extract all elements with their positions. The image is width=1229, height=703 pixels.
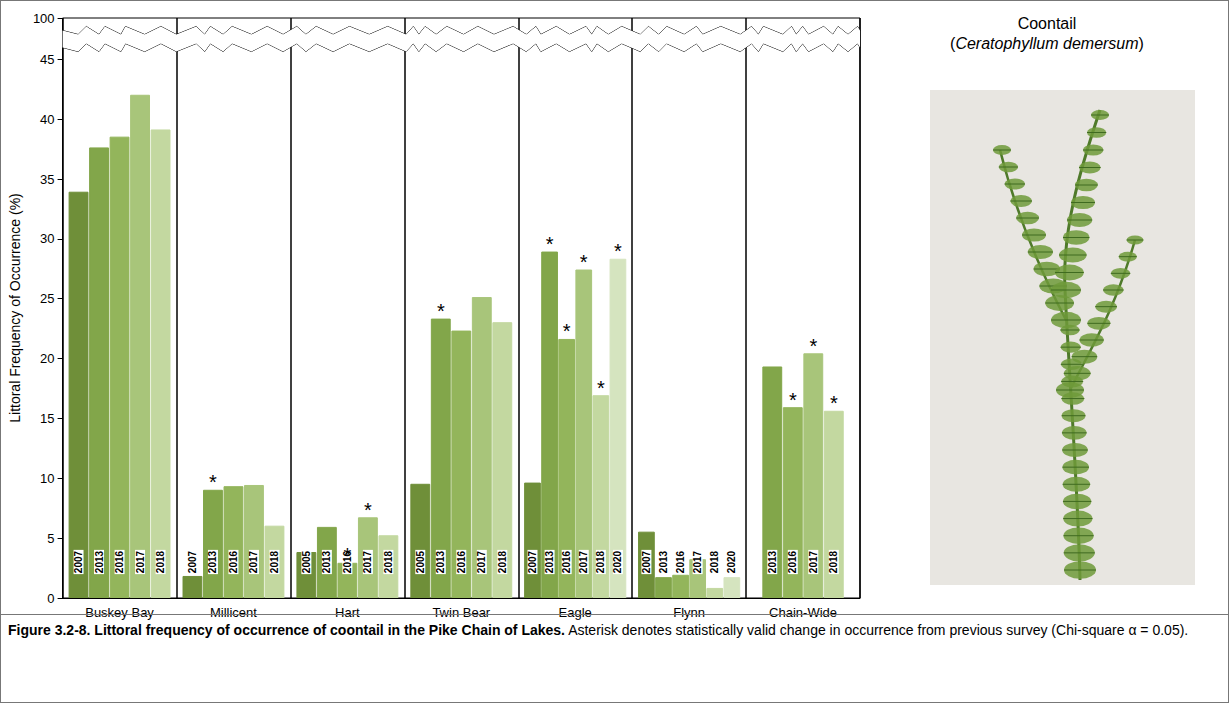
svg-text:*: * [789, 389, 797, 411]
svg-text:2013: 2013 [767, 550, 778, 573]
svg-text:30: 30 [40, 231, 54, 246]
svg-text:25: 25 [40, 291, 54, 306]
svg-text:2013: 2013 [658, 550, 669, 573]
svg-text:100: 100 [33, 11, 55, 26]
svg-text:2016: 2016 [561, 550, 572, 573]
svg-text:*: * [830, 392, 838, 414]
svg-text:Hart: Hart [335, 605, 360, 620]
svg-text:2020: 2020 [612, 550, 623, 573]
html-text:Coontail: Coontail [1017, 15, 1077, 32]
svg-text:*: * [364, 499, 372, 521]
svg-text:Millicent: Millicent [210, 605, 257, 620]
svg-text:2017: 2017 [578, 550, 589, 573]
svg-text:2017: 2017 [362, 550, 373, 573]
svg-text:0: 0 [47, 591, 54, 606]
svg-text:Littoral Frequency of Occurren: Littoral Frequency of Occurrence (%) [7, 193, 23, 423]
svg-text:2016: 2016 [675, 550, 686, 573]
svg-text:*: * [437, 300, 445, 322]
svg-text:2020: 2020 [726, 550, 737, 573]
svg-text:2016: 2016 [114, 550, 125, 573]
svg-text:2016: 2016 [456, 550, 467, 573]
svg-text:35: 35 [40, 172, 54, 187]
svg-text:Eagle: Eagle [559, 605, 592, 620]
html-text:(Ceratophyllum demersum): (Ceratophyllum demersum) [950, 35, 1144, 52]
svg-text:2017: 2017 [135, 550, 146, 573]
svg-text:45: 45 [40, 52, 54, 67]
svg-text:2013: 2013 [207, 550, 218, 573]
svg-text:*: * [343, 544, 351, 566]
svg-text:5: 5 [47, 531, 54, 546]
svg-text:2018: 2018 [497, 550, 508, 573]
svg-text:15: 15 [40, 411, 54, 426]
svg-text:20: 20 [40, 351, 54, 366]
svg-text:2017: 2017 [808, 550, 819, 573]
svg-text:2013: 2013 [321, 550, 332, 573]
svg-text:2016: 2016 [228, 550, 239, 573]
svg-text:Flynn: Flynn [673, 605, 705, 620]
svg-text:2005: 2005 [415, 550, 426, 573]
svg-text:10: 10 [40, 471, 54, 486]
svg-text:2013: 2013 [94, 550, 105, 573]
svg-text:2018: 2018 [155, 550, 166, 573]
svg-text:Buskey Bay: Buskey Bay [85, 605, 154, 620]
svg-text:2016: 2016 [787, 550, 798, 573]
svg-text:2007: 2007 [641, 550, 652, 573]
svg-text:*: * [614, 240, 622, 262]
svg-text:2018: 2018 [828, 550, 839, 573]
html-text:Figure 3.2-8. Littoral frequen: Figure 3.2-8. Littoral frequency of occu… [8, 622, 1189, 638]
svg-text:2017: 2017 [248, 550, 259, 573]
svg-text:*: * [563, 320, 571, 342]
svg-text:2013: 2013 [435, 550, 446, 573]
svg-text:*: * [580, 251, 588, 273]
svg-text:*: * [597, 377, 605, 399]
svg-text:2017: 2017 [692, 550, 703, 573]
svg-text:2017: 2017 [476, 550, 487, 573]
svg-text:2007: 2007 [527, 550, 538, 573]
svg-text:*: * [546, 233, 554, 255]
svg-text:*: * [809, 335, 817, 357]
svg-text:2007: 2007 [187, 550, 198, 573]
svg-text:2018: 2018 [709, 550, 720, 573]
svg-text:2013: 2013 [544, 550, 555, 573]
svg-text:2005: 2005 [301, 550, 312, 573]
svg-text:2018: 2018 [269, 550, 280, 573]
svg-text:2007: 2007 [73, 550, 84, 573]
svg-text:2018: 2018 [383, 550, 394, 573]
svg-text:*: * [209, 471, 217, 493]
svg-text:Twin Bear: Twin Bear [432, 605, 490, 620]
svg-text:2018: 2018 [595, 550, 606, 573]
svg-text:Chain-Wide: Chain-Wide [769, 605, 837, 620]
svg-text:40: 40 [40, 112, 54, 127]
